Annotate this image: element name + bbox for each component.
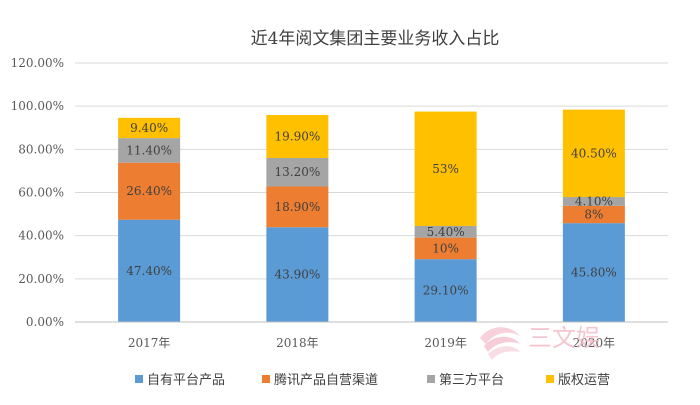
bar-segment (266, 115, 329, 158)
bar-segment (266, 186, 329, 228)
bar-segment (118, 117, 181, 139)
bar-segment (414, 259, 477, 322)
data-label: 8% (584, 208, 603, 222)
legend-label: 版权运营 (558, 372, 610, 388)
bar-segment (414, 237, 477, 260)
legend-swatch (427, 375, 435, 383)
data-label: 26.40% (126, 184, 172, 198)
data-label: 18.90% (274, 200, 320, 214)
data-label: 40.50% (571, 146, 617, 160)
bar-segment (118, 219, 181, 322)
data-labels: 47.40% 26.40% 11.40% 9.40% 43.90% 18.90% 13.20… (126, 121, 617, 298)
x-tick-label: 2019年 (424, 336, 467, 350)
bar-segment (118, 162, 181, 220)
legend-swatch (546, 375, 554, 383)
bar-segment (414, 225, 477, 238)
y-tick-label: 100.00% (11, 99, 64, 113)
data-label: 29.10% (423, 284, 469, 298)
legend-swatch (262, 375, 270, 383)
y-tick-label: 0.00% (26, 315, 64, 329)
watermark-text: 三文娱 (528, 324, 600, 352)
bar-segment (562, 205, 625, 224)
x-tick-label: 2020年 (573, 336, 616, 350)
data-label: 47.40% (126, 264, 172, 278)
y-tick-label: 40.00% (18, 229, 64, 243)
legend-label: 自有平台产品 (147, 373, 225, 388)
data-label: 10% (432, 241, 459, 255)
bar-segment (414, 111, 477, 226)
legend: 自有平台产品 腾讯产品自营渠道 第三方平台 版权运营 (135, 372, 610, 388)
legend-label: 腾讯产品自营渠道 (274, 372, 378, 388)
data-label: 4.10% (575, 194, 613, 208)
bar-segment (266, 157, 329, 187)
legend-label: 第三方平台 (439, 372, 504, 388)
data-label: 43.90% (274, 268, 320, 282)
y-tick-label: 60.00% (18, 186, 64, 200)
watermark: 三文娱 (480, 324, 600, 360)
bar-segment (562, 109, 625, 198)
legend-swatch (135, 375, 143, 383)
chart-title: 近4年阅文集团主要业务收入占比 (251, 29, 500, 49)
data-label: 11.40% (126, 143, 172, 157)
data-label: 45.80% (571, 266, 617, 280)
data-label: 9.40% (130, 121, 168, 135)
data-label: 19.90% (274, 129, 320, 143)
data-label: 53% (432, 162, 459, 176)
y-tick-label: 80.00% (18, 142, 64, 156)
y-axis: 0.00% 20.00% 40.00% 60.00% 80.00% 100.00% 120.… (11, 56, 64, 329)
bar-segment (562, 197, 625, 206)
y-tick-label: 20.00% (18, 272, 64, 286)
data-label: 5.40% (427, 225, 465, 239)
x-tick-label: 2017年 (128, 336, 171, 350)
x-tick-label: 2018年 (276, 336, 319, 350)
bar-segment (266, 227, 329, 322)
bar-segment (562, 223, 625, 322)
data-label: 13.20% (274, 165, 320, 179)
watermark-logo-icon (480, 327, 520, 360)
x-axis: 2017年 2018年 2019年 2020年 (75, 321, 668, 350)
bar-segment (118, 138, 181, 163)
bars (118, 109, 625, 322)
y-tick-label: 120.00% (11, 56, 64, 70)
